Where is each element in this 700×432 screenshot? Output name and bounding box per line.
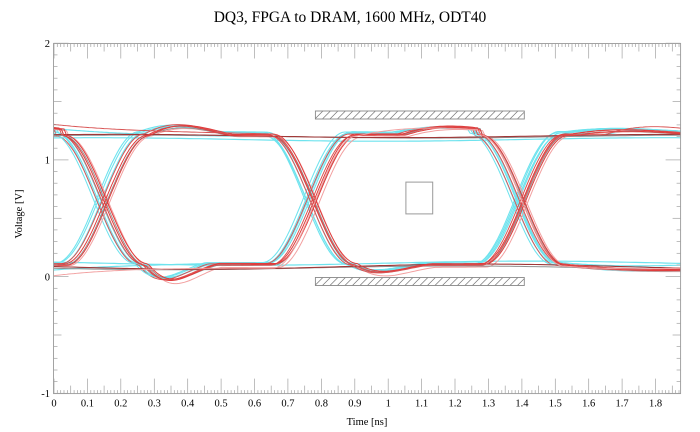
- svg-text:1.6: 1.6: [582, 399, 595, 410]
- svg-text:1.4: 1.4: [515, 399, 529, 410]
- svg-text:0: 0: [51, 399, 56, 410]
- svg-text:0.7: 0.7: [281, 399, 294, 410]
- svg-text:0.6: 0.6: [248, 399, 261, 410]
- svg-text:2: 2: [45, 39, 50, 50]
- svg-text:DQ3, FPGA to DRAM, 1600 MHz, O: DQ3, FPGA to DRAM, 1600 MHz, ODT40: [214, 9, 487, 26]
- svg-text:1.2: 1.2: [448, 399, 461, 410]
- svg-text:0.2: 0.2: [114, 399, 127, 410]
- svg-text:1.1: 1.1: [415, 399, 428, 410]
- svg-text:0.9: 0.9: [348, 399, 361, 410]
- svg-text:0.3: 0.3: [148, 399, 161, 410]
- svg-text:0.8: 0.8: [315, 399, 328, 410]
- svg-text:1: 1: [45, 156, 50, 167]
- svg-text:-1: -1: [41, 389, 50, 400]
- svg-text:1.7: 1.7: [616, 399, 629, 410]
- svg-text:1.3: 1.3: [482, 399, 495, 410]
- svg-text:0.1: 0.1: [81, 399, 94, 410]
- svg-text:0.4: 0.4: [181, 399, 195, 410]
- svg-text:0: 0: [45, 272, 50, 283]
- svg-text:Voltage [V]: Voltage [V]: [14, 189, 25, 238]
- svg-text:0.5: 0.5: [215, 399, 228, 410]
- svg-text:1: 1: [386, 399, 391, 410]
- svg-text:1.5: 1.5: [549, 399, 562, 410]
- svg-text:1.8: 1.8: [649, 399, 662, 410]
- svg-text:Time [ns]: Time [ns]: [347, 417, 388, 428]
